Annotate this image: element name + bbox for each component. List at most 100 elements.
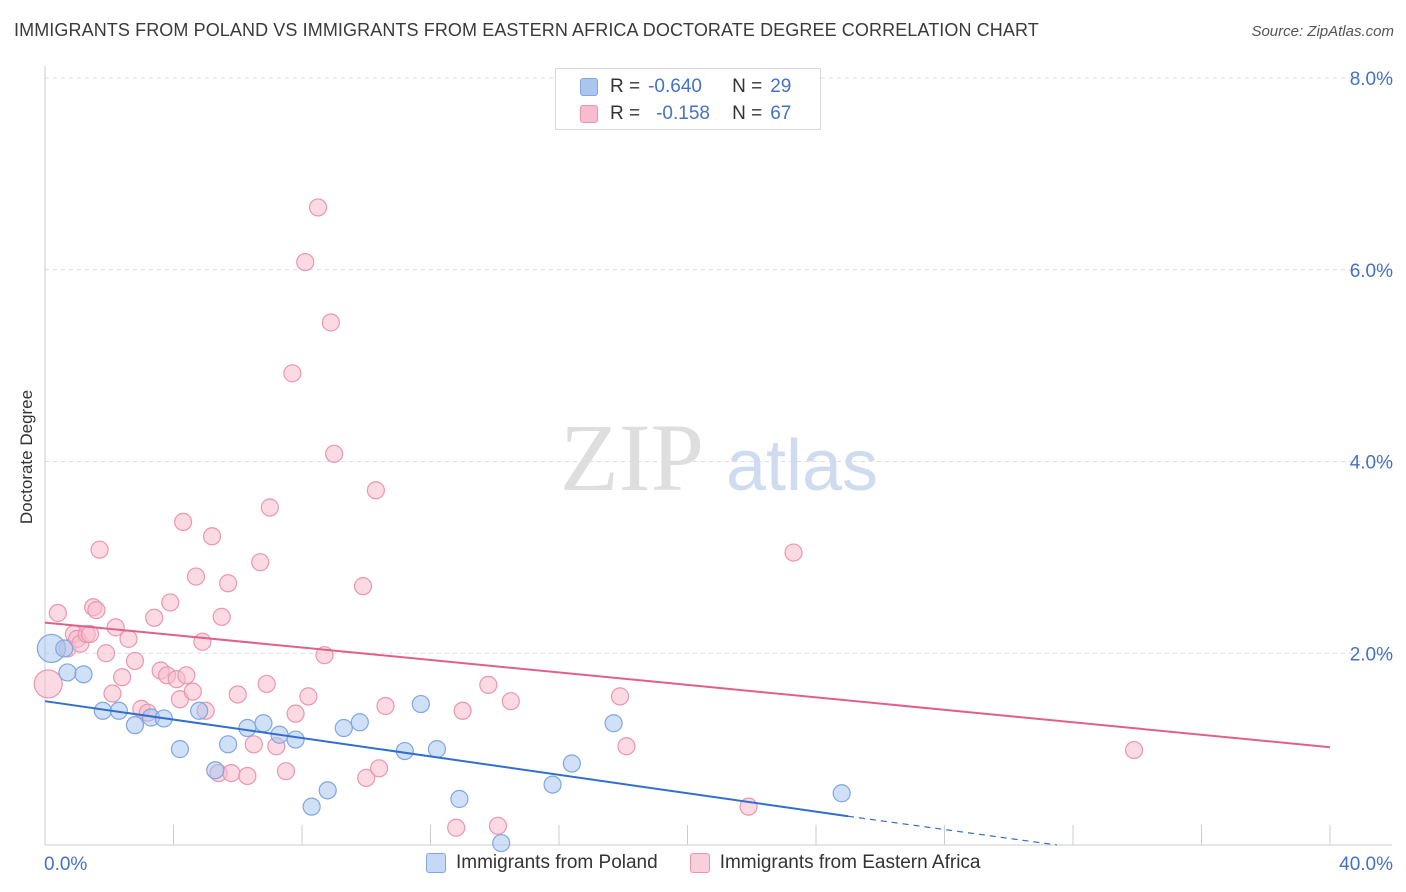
data-point: [202, 527, 222, 546]
legend-label: Immigrants from Poland: [456, 852, 658, 873]
legend-swatch: [689, 853, 710, 873]
data-point: [254, 714, 273, 733]
data-point: [492, 833, 511, 853]
legend-swatch-eastern-africa: [580, 105, 598, 123]
data-point: [610, 687, 630, 706]
r-label: R =: [610, 103, 641, 124]
series-legend: Immigrants from Poland Immigrants from E…: [426, 852, 1012, 874]
trend-line: [44, 621, 1331, 749]
data-point: [238, 766, 257, 786]
legend-swatch-poland: [580, 78, 598, 96]
data-point: [286, 730, 305, 749]
data-point: [219, 574, 238, 593]
trend-lines: [44, 621, 1331, 846]
chart-title: IMMIGRANTS FROM POLAND VS IMMIGRANTS FRO…: [14, 20, 1039, 40]
data-point: [177, 666, 196, 685]
axes: [44, 66, 1392, 846]
data-point: [74, 665, 93, 684]
data-point: [299, 687, 318, 706]
data-point: [125, 651, 145, 671]
data-point: [276, 762, 296, 781]
y-tick-label: 6.0%: [1350, 261, 1393, 282]
trend-line: [44, 700, 849, 818]
data-point: [190, 701, 209, 720]
data-point: [832, 784, 851, 803]
data-point: [562, 754, 581, 773]
legend-row-poland: R = -0.640 N = 29: [580, 75, 791, 99]
data-point: [296, 252, 315, 272]
data-point: [161, 593, 180, 612]
legend-item-poland[interactable]: Immigrants from Poland: [426, 852, 658, 874]
data-point: [103, 684, 122, 703]
data-point: [219, 735, 238, 754]
stats-legend: R = -0.640 N = 29 R = -0.158 N = 67: [555, 68, 821, 130]
data-point: [366, 481, 385, 500]
data-point: [302, 797, 321, 816]
trend-line-extension: [848, 815, 1058, 846]
legend-swatch: [426, 853, 446, 873]
data-point: [318, 781, 337, 800]
data-point: [174, 512, 193, 532]
watermark-atlas: atlas: [726, 426, 878, 506]
data-point: [479, 675, 498, 694]
r-label: R =: [610, 76, 641, 97]
data-point: [321, 313, 341, 332]
data-point: [447, 818, 466, 837]
data-point: [238, 718, 257, 738]
data-point: [488, 816, 508, 835]
data-point: [286, 704, 305, 723]
data-point: [260, 498, 279, 517]
x-tick-label: 40.0%: [1339, 854, 1393, 875]
data-point: [228, 685, 247, 704]
data-point: [411, 694, 430, 714]
data-point: [222, 763, 241, 783]
data-point: [501, 692, 520, 711]
data-point: [450, 789, 469, 809]
data-point: [87, 601, 106, 620]
data-points: [33, 198, 1144, 853]
watermark-zip: ZIP: [560, 404, 704, 511]
data-point: [617, 737, 636, 756]
gridlines: [45, 77, 1392, 654]
data-point: [350, 713, 369, 732]
data-point: [784, 543, 803, 562]
data-point: [58, 663, 77, 682]
data-point: [145, 608, 164, 627]
data-point: [453, 701, 472, 720]
data-point: [376, 696, 395, 716]
n-label: N =: [732, 76, 763, 97]
r-value: -0.640: [648, 76, 702, 97]
n-value: 67: [770, 103, 792, 124]
data-point: [193, 632, 212, 651]
data-point: [257, 674, 276, 694]
legend-item-eastern-africa[interactable]: Immigrants from Eastern Africa: [689, 852, 981, 874]
data-point: [80, 624, 100, 644]
legend-row-eastern-africa: R = -0.158 N = 67: [580, 102, 791, 126]
data-point: [244, 735, 263, 754]
data-point: [183, 682, 202, 701]
data-point: [334, 718, 353, 738]
data-point: [112, 668, 132, 687]
n-value: 29: [770, 76, 792, 97]
data-point: [427, 740, 447, 759]
watermark: ZIP atlas: [560, 404, 878, 511]
r-value: -0.158: [656, 103, 710, 124]
data-point: [353, 577, 373, 596]
data-point: [251, 553, 270, 572]
data-point: [308, 198, 328, 217]
tick-labels: 2.0% 4.0% 6.0% 8.0% 0.0% 40.0%: [44, 69, 1393, 875]
data-point: [283, 364, 302, 383]
y-tick-label: 2.0%: [1350, 644, 1393, 665]
data-point: [357, 768, 376, 787]
source-label: Source: ZipAtlas.com: [1251, 23, 1394, 40]
data-point: [206, 761, 225, 780]
n-label: N =: [732, 103, 763, 124]
data-point: [119, 629, 138, 648]
data-point: [125, 716, 145, 735]
legend-label: Immigrants from Eastern Africa: [719, 852, 981, 873]
data-point: [106, 618, 125, 637]
data-point: [55, 639, 74, 658]
data-point: [370, 759, 389, 778]
data-point: [170, 740, 190, 759]
